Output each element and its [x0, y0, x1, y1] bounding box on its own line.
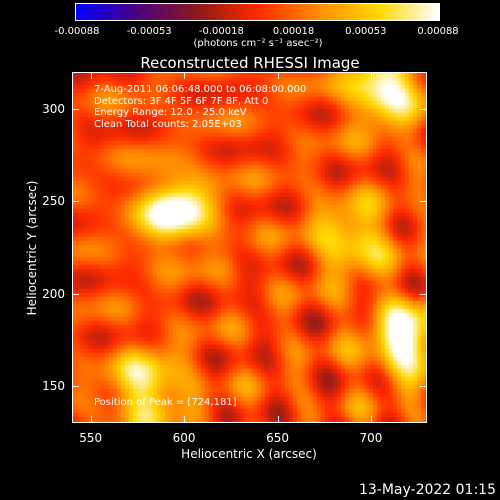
- x-tick-label: 600: [172, 431, 196, 445]
- colorbar-tick-label: 0.00018: [272, 26, 315, 37]
- x-tick-mark: [277, 416, 279, 423]
- colorbar-tick-label: 0.00053: [345, 26, 387, 37]
- chart-title: Reconstructed RHESSI Image: [140, 54, 360, 72]
- heatmap-image: [73, 73, 426, 422]
- colorbar-tick-label: -0.00018: [198, 26, 244, 37]
- x-tick-mark: [370, 416, 372, 423]
- colorbar: [75, 3, 440, 21]
- y-tick-label: 150: [42, 379, 65, 394]
- observation-info-line: Detectors: 3F 4F 5F 6F 7F 8F, Att 0: [94, 95, 269, 107]
- y-tick-label: 250: [42, 194, 65, 209]
- x-tick-mark: [370, 72, 372, 79]
- colorbar-tick-label: -0.00053: [126, 26, 172, 37]
- peak-position-label: Position of Peak = [724,181]: [94, 397, 237, 408]
- colorbar-tick-label: -0.00088: [54, 26, 100, 37]
- timestamp: 13-May-2022 01:15: [358, 482, 496, 498]
- y-tick-mark: [72, 201, 79, 203]
- y-tick-label: 300: [42, 101, 65, 116]
- y-tick-mark: [72, 386, 79, 388]
- y-axis-label: Heliocentric Y (arcsec): [25, 180, 39, 316]
- x-tick-label: 700: [359, 431, 383, 445]
- y-tick-mark: [72, 108, 79, 110]
- y-tick-mark: [420, 201, 427, 203]
- colorbar-gradient: [76, 4, 439, 20]
- y-tick-mark: [420, 386, 427, 388]
- y-tick-label: 200: [42, 286, 65, 301]
- x-tick-label: 650: [266, 431, 289, 445]
- x-tick-mark: [90, 416, 92, 423]
- plot-area: [72, 72, 427, 423]
- colorbar-units: (photons cm⁻² s⁻¹ asec⁻²): [193, 38, 323, 49]
- observation-info-line: Clean Total counts: 2.05E+03: [94, 118, 242, 130]
- x-tick-label: 550: [79, 431, 103, 445]
- x-tick-mark: [184, 72, 186, 79]
- y-tick-mark: [420, 293, 427, 295]
- x-tick-mark: [184, 416, 186, 423]
- x-tick-mark: [90, 72, 92, 79]
- observation-info-line: 7-Aug-2011 06:06:48.000 to 06:08:00.000: [94, 84, 307, 95]
- y-tick-mark: [72, 293, 79, 295]
- x-tick-mark: [277, 72, 279, 79]
- x-axis-label: Heliocentric X (arcsec): [181, 447, 317, 461]
- y-tick-mark: [420, 108, 427, 110]
- observation-info-line: Energy Range: 12.0 - 25.0 keV: [94, 107, 247, 118]
- colorbar-tick-label: 0.00088: [417, 26, 459, 37]
